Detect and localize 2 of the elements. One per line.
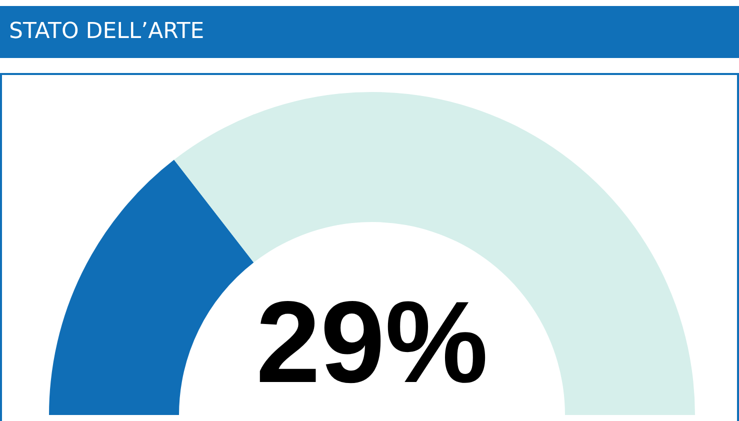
text: 29% bbox=[256, 277, 488, 407]
chart-title: STATO DELL’ARTE bbox=[0, 6, 739, 58]
